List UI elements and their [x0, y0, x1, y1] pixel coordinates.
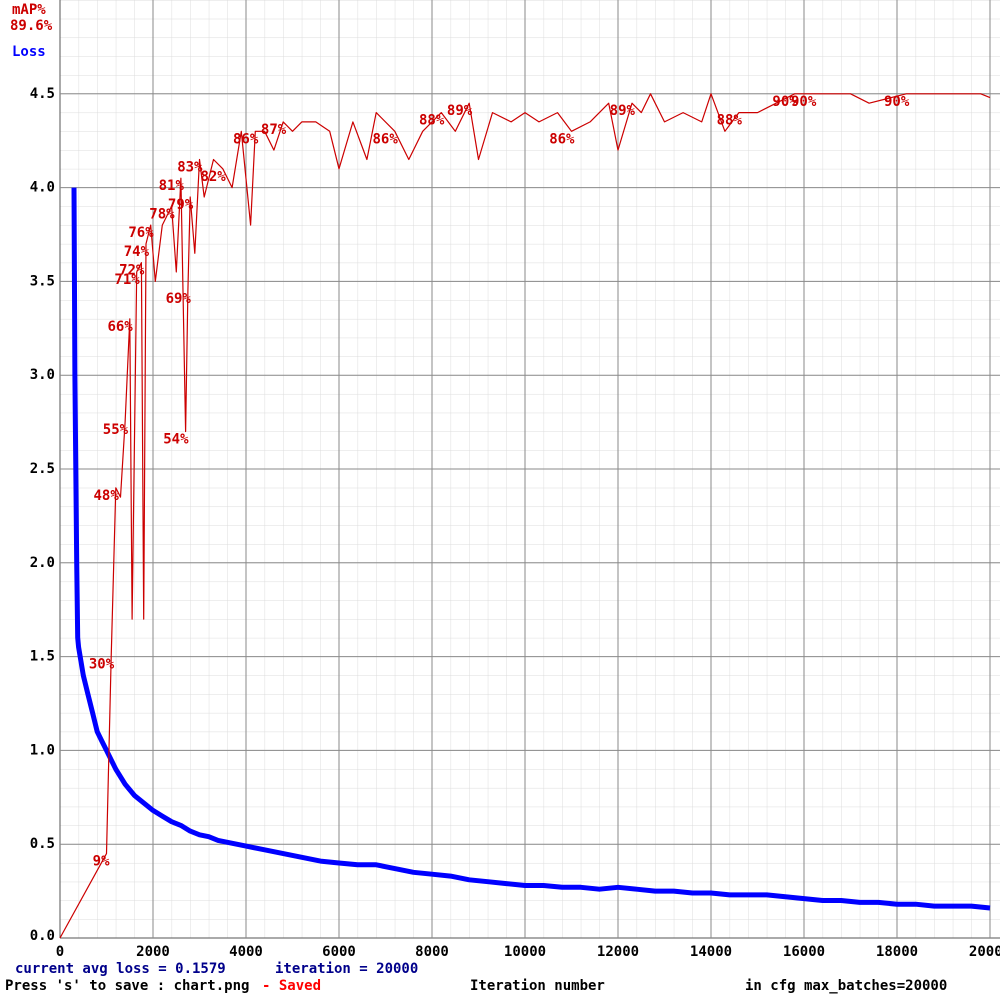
data-label: 76%: [128, 225, 154, 241]
data-label: 78%: [149, 206, 175, 222]
y-tick-label: 4.0: [30, 180, 55, 196]
save-hint: Press 's' to save : chart.png: [5, 978, 249, 994]
loss-line: [71, 187, 991, 911]
x-tick-label: 8000: [415, 944, 449, 960]
data-label: 72%: [119, 263, 145, 279]
x-tick-label: 18000: [876, 944, 918, 960]
map-line: [59, 93, 991, 939]
y-tick-label: 2.5: [30, 461, 55, 477]
data-label: 86%: [549, 131, 575, 147]
iteration: iteration = 20000: [275, 961, 418, 977]
y-tick-label: 1.0: [30, 742, 55, 758]
x-tick-label: 0: [56, 944, 64, 960]
data-label: 88%: [717, 113, 743, 129]
y-tick-label: 3.5: [30, 273, 55, 289]
data-label: 66%: [107, 319, 133, 335]
y-tick-label: 2.0: [30, 555, 55, 571]
y-tick-label: 4.5: [30, 86, 55, 102]
data-label: 83%: [177, 159, 203, 175]
data-label: 86%: [373, 131, 399, 147]
data-label: 82%: [200, 169, 226, 185]
data-label: 86%: [233, 131, 259, 147]
x-tick-label: 16000: [783, 944, 825, 960]
x-tick-label: 10000: [504, 944, 546, 960]
data-label: 87%: [261, 122, 287, 138]
x-tick-label: 2000: [136, 944, 170, 960]
data-label: 71%: [114, 272, 140, 288]
y2-legend: mAP%: [12, 2, 46, 18]
marks: 9% 30% 48% 55% 66% 71%72% 74% 76% 78% 81% 54% 69% 79…: [59, 93, 991, 939]
y-tick-label: 0.0: [30, 928, 55, 944]
x-tick-label: 14000: [690, 944, 732, 960]
data-label: 55%: [103, 422, 129, 438]
data-label: 89%: [447, 103, 473, 119]
y-tick-label: 0.5: [30, 836, 55, 852]
x-tick-label: 12000: [597, 944, 639, 960]
x-axis-label: Iteration number: [470, 978, 605, 994]
data-label: 54%: [163, 431, 189, 447]
data-label: 90%: [884, 94, 910, 110]
data-label: 79%: [168, 197, 194, 213]
current-map: 89.6%: [10, 18, 53, 34]
y-tick-label: 1.5: [30, 649, 55, 665]
data-label: 89%: [610, 103, 636, 119]
saved: - Saved: [262, 978, 321, 994]
data-label: 9%: [93, 854, 110, 870]
y-tick-label: 3.0: [30, 367, 55, 383]
max-batches: in cfg max_batches=20000: [745, 978, 947, 994]
data-label: 81%: [159, 178, 185, 194]
data-label: 69%: [166, 291, 192, 307]
x-tick-label: 6000: [322, 944, 356, 960]
data-label: 48%: [94, 488, 120, 504]
data-label: 90%: [791, 94, 817, 110]
data-label: 74%: [124, 244, 150, 260]
x-tick-label: 20000: [969, 944, 1000, 960]
data-label: 88%: [419, 113, 445, 129]
x-tick-label: 4000: [229, 944, 263, 960]
loss-legend: Loss: [12, 44, 46, 60]
data-label: 90%: [772, 94, 798, 110]
data-label: 30%: [89, 657, 115, 673]
avg-loss: current avg loss = 0.1579: [15, 961, 226, 977]
